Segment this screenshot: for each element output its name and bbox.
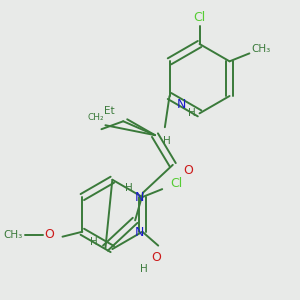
- Text: H: H: [125, 183, 133, 193]
- Text: CH₂: CH₂: [87, 113, 104, 122]
- Text: N: N: [134, 226, 144, 239]
- Text: O: O: [45, 228, 55, 241]
- Text: H: H: [188, 108, 196, 118]
- Text: Cl: Cl: [194, 11, 206, 24]
- Text: O: O: [151, 251, 161, 264]
- Text: N: N: [176, 98, 186, 111]
- Text: Cl: Cl: [170, 177, 182, 190]
- Text: H: H: [140, 264, 148, 274]
- Text: H: H: [90, 237, 98, 247]
- Text: H: H: [163, 136, 171, 146]
- Text: O: O: [184, 164, 194, 177]
- Text: N: N: [134, 191, 144, 204]
- Text: CH₃: CH₃: [252, 44, 271, 54]
- Text: CH₃: CH₃: [3, 230, 22, 240]
- Text: Et: Et: [104, 106, 115, 116]
